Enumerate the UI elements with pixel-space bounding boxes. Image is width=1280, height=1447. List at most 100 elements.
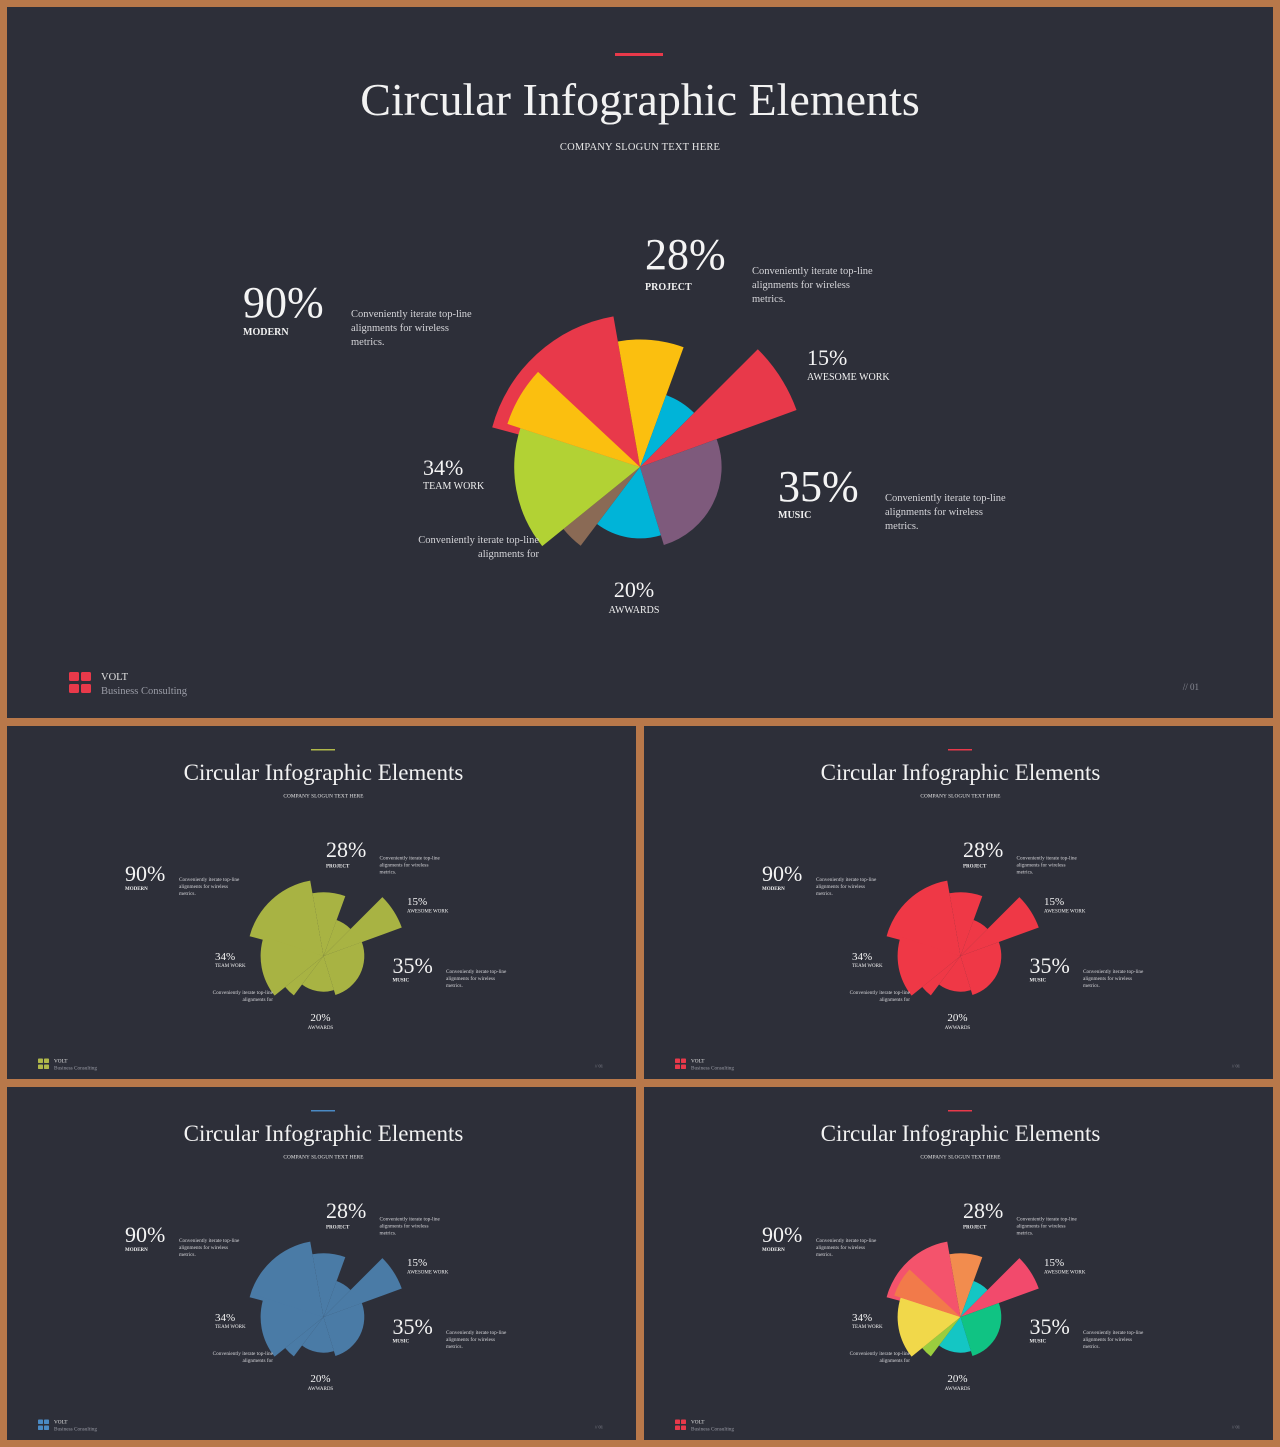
stat-modern-percent: 90% (762, 861, 802, 886)
stat-awards-percent: 20% (310, 1012, 330, 1024)
stat-awards-label: AWWARDS (945, 1026, 971, 1031)
stat-awesome-label: AWESOME WORK (407, 910, 449, 915)
volt-logo-icon (38, 1419, 49, 1430)
stat-modern-label: MODERN (125, 1248, 148, 1253)
chart-segment-yellow (312, 1253, 346, 1317)
volt-logo-icon (38, 1058, 49, 1069)
chart-segment-red-spike (960, 897, 1039, 956)
brand-name: VOLT (691, 1420, 705, 1426)
slide-blue[interactable]: Circular Infographic Elements COMPANY SLO… (7, 1087, 636, 1440)
stat-awesome-percent: 15% (407, 896, 427, 908)
chart-segment-cyan-bottom (302, 1317, 334, 1353)
brand-subtitle: Business Consulting (54, 1066, 97, 1072)
stat-teamwork-percent: 34% (215, 951, 235, 963)
stat-modern-label: MODERN (762, 1248, 785, 1253)
stat-awesome-percent: 15% (1044, 896, 1064, 908)
chart-segment-purple (960, 942, 1002, 996)
stat-project-desc-line: alignments for wireless (380, 1223, 429, 1230)
stat-music-percent: 35% (393, 1314, 433, 1339)
slide-vivid[interactable]: Circular Infographic Elements COMPANY SLO… (644, 1087, 1273, 1440)
stat-project-desc-line: metrics. (1017, 870, 1034, 876)
stat-teamwork-percent: 34% (423, 455, 463, 480)
stat-awesome-percent: 15% (1044, 1257, 1064, 1269)
stat-music-label: MUSIC (778, 510, 811, 521)
slide-main[interactable]: Circular Infographic Elements COMPANY SLO… (7, 7, 1273, 718)
chart-segment-purple (960, 1303, 1002, 1357)
stat-project-label: PROJECT (963, 1226, 987, 1231)
stat-music-desc-line: alignments for wireless (1083, 975, 1132, 982)
brand-name: VOLT (101, 672, 129, 683)
chart-segment-cyan-small (960, 920, 988, 956)
stat-modern-desc-line: alignments for wireless (816, 1244, 865, 1251)
slide-olive[interactable]: Circular Infographic Elements COMPANY SLO… (7, 726, 636, 1079)
stat-modern-percent: 90% (243, 278, 324, 327)
stat-project-percent: 28% (963, 837, 1003, 862)
stat-project-desc-line: Conveniently iterate top-line (380, 1217, 441, 1223)
chart-segment-cyan-small (640, 395, 695, 467)
stat-project-desc-line: metrics. (1017, 1231, 1034, 1237)
stat-awards-label: AWWARDS (609, 605, 660, 616)
accent-line (948, 749, 972, 751)
stat-teamwork-label: TEAM WORK (852, 1325, 883, 1330)
chart-segment-brown (563, 467, 640, 546)
stat-project-percent: 28% (326, 837, 366, 862)
brand-subtitle: Business Consulting (101, 686, 188, 697)
stat-modern-desc-line: alignments for wireless (179, 883, 228, 890)
stat-project-desc-line: alignments for wireless (752, 280, 850, 291)
stat-music-desc-line: metrics. (885, 521, 919, 532)
chart-segment-yellow (949, 1253, 983, 1317)
stat-modern-percent: 90% (125, 1222, 165, 1247)
stat-awesome-label: AWESOME WORK (1044, 910, 1086, 915)
chart-segment-red-spike (323, 1258, 402, 1317)
stat-project-desc-line: metrics. (380, 1231, 397, 1237)
chart-segment-cyan-bottom (597, 467, 661, 539)
slide-slogan: COMPANY SLOGUN TEXT HERE (920, 1155, 1000, 1161)
stat-project-label: PROJECT (326, 1226, 350, 1231)
chart-segment-orange (894, 908, 961, 956)
chart-segment-red-spike (960, 1258, 1039, 1317)
stat-teamwork-percent: 34% (852, 1312, 872, 1324)
brand-name: VOLT (54, 1420, 68, 1426)
brand-name: VOLT (54, 1059, 68, 1065)
stat-modern-percent: 90% (125, 861, 165, 886)
stat-music-label: MUSIC (393, 1340, 410, 1345)
chart-segment-lime (260, 1297, 324, 1357)
stat-modern-desc-line: Conveniently iterate top-line (816, 1238, 877, 1244)
stat-modern-desc-line: metrics. (816, 1252, 833, 1258)
stat-music-label: MUSIC (1030, 979, 1047, 984)
stat-music-desc-line: alignments for wireless (1083, 1336, 1132, 1343)
stat-awards-label: AWWARDS (945, 1387, 971, 1392)
stat-music-percent: 35% (1030, 1314, 1070, 1339)
slide-slogan: COMPANY SLOGUN TEXT HERE (283, 1155, 363, 1161)
stat-project-percent: 28% (963, 1198, 1003, 1223)
stat-project-label: PROJECT (963, 865, 987, 870)
chart-segment-purple (323, 942, 365, 996)
stat-project-desc-line: metrics. (752, 294, 786, 305)
accent-line (948, 1110, 972, 1112)
stat-project-desc-line: metrics. (380, 870, 397, 876)
stat-project-desc-line: Conveniently iterate top-line (380, 856, 441, 862)
polar-chart (492, 316, 797, 547)
polar-chart (249, 880, 402, 996)
stat-music-desc-line: Conveniently iterate top-line (1083, 1330, 1144, 1336)
page-number: // 01 (595, 1064, 603, 1069)
stat-modern-percent: 90% (762, 1222, 802, 1247)
stat-awesome-label: AWESOME WORK (407, 1271, 449, 1276)
bottom-left-desc-line: alignments for (243, 1357, 274, 1364)
stat-awards-percent: 20% (947, 1012, 967, 1024)
brand-subtitle: Business Consulting (54, 1427, 97, 1433)
stat-modern-desc-line: metrics. (179, 1252, 196, 1258)
chart-segment-purple (323, 1303, 365, 1357)
stat-awards-percent: 20% (947, 1373, 967, 1385)
chart-segment-yellow (617, 339, 684, 467)
chart-segment-yellow (949, 892, 983, 956)
accent-line (311, 749, 335, 751)
volt-logo-icon (69, 672, 91, 693)
chart-segment-orange (257, 1269, 324, 1317)
bottom-left-desc-line: Conveniently iterate top-line (418, 535, 539, 546)
bottom-left-desc-line: alignments for (478, 549, 539, 560)
polar-chart (886, 1241, 1039, 1357)
stat-music-desc-line: metrics. (446, 983, 463, 989)
stat-modern-label: MODERN (243, 327, 289, 338)
slide-red[interactable]: Circular Infographic Elements COMPANY SLO… (644, 726, 1273, 1079)
